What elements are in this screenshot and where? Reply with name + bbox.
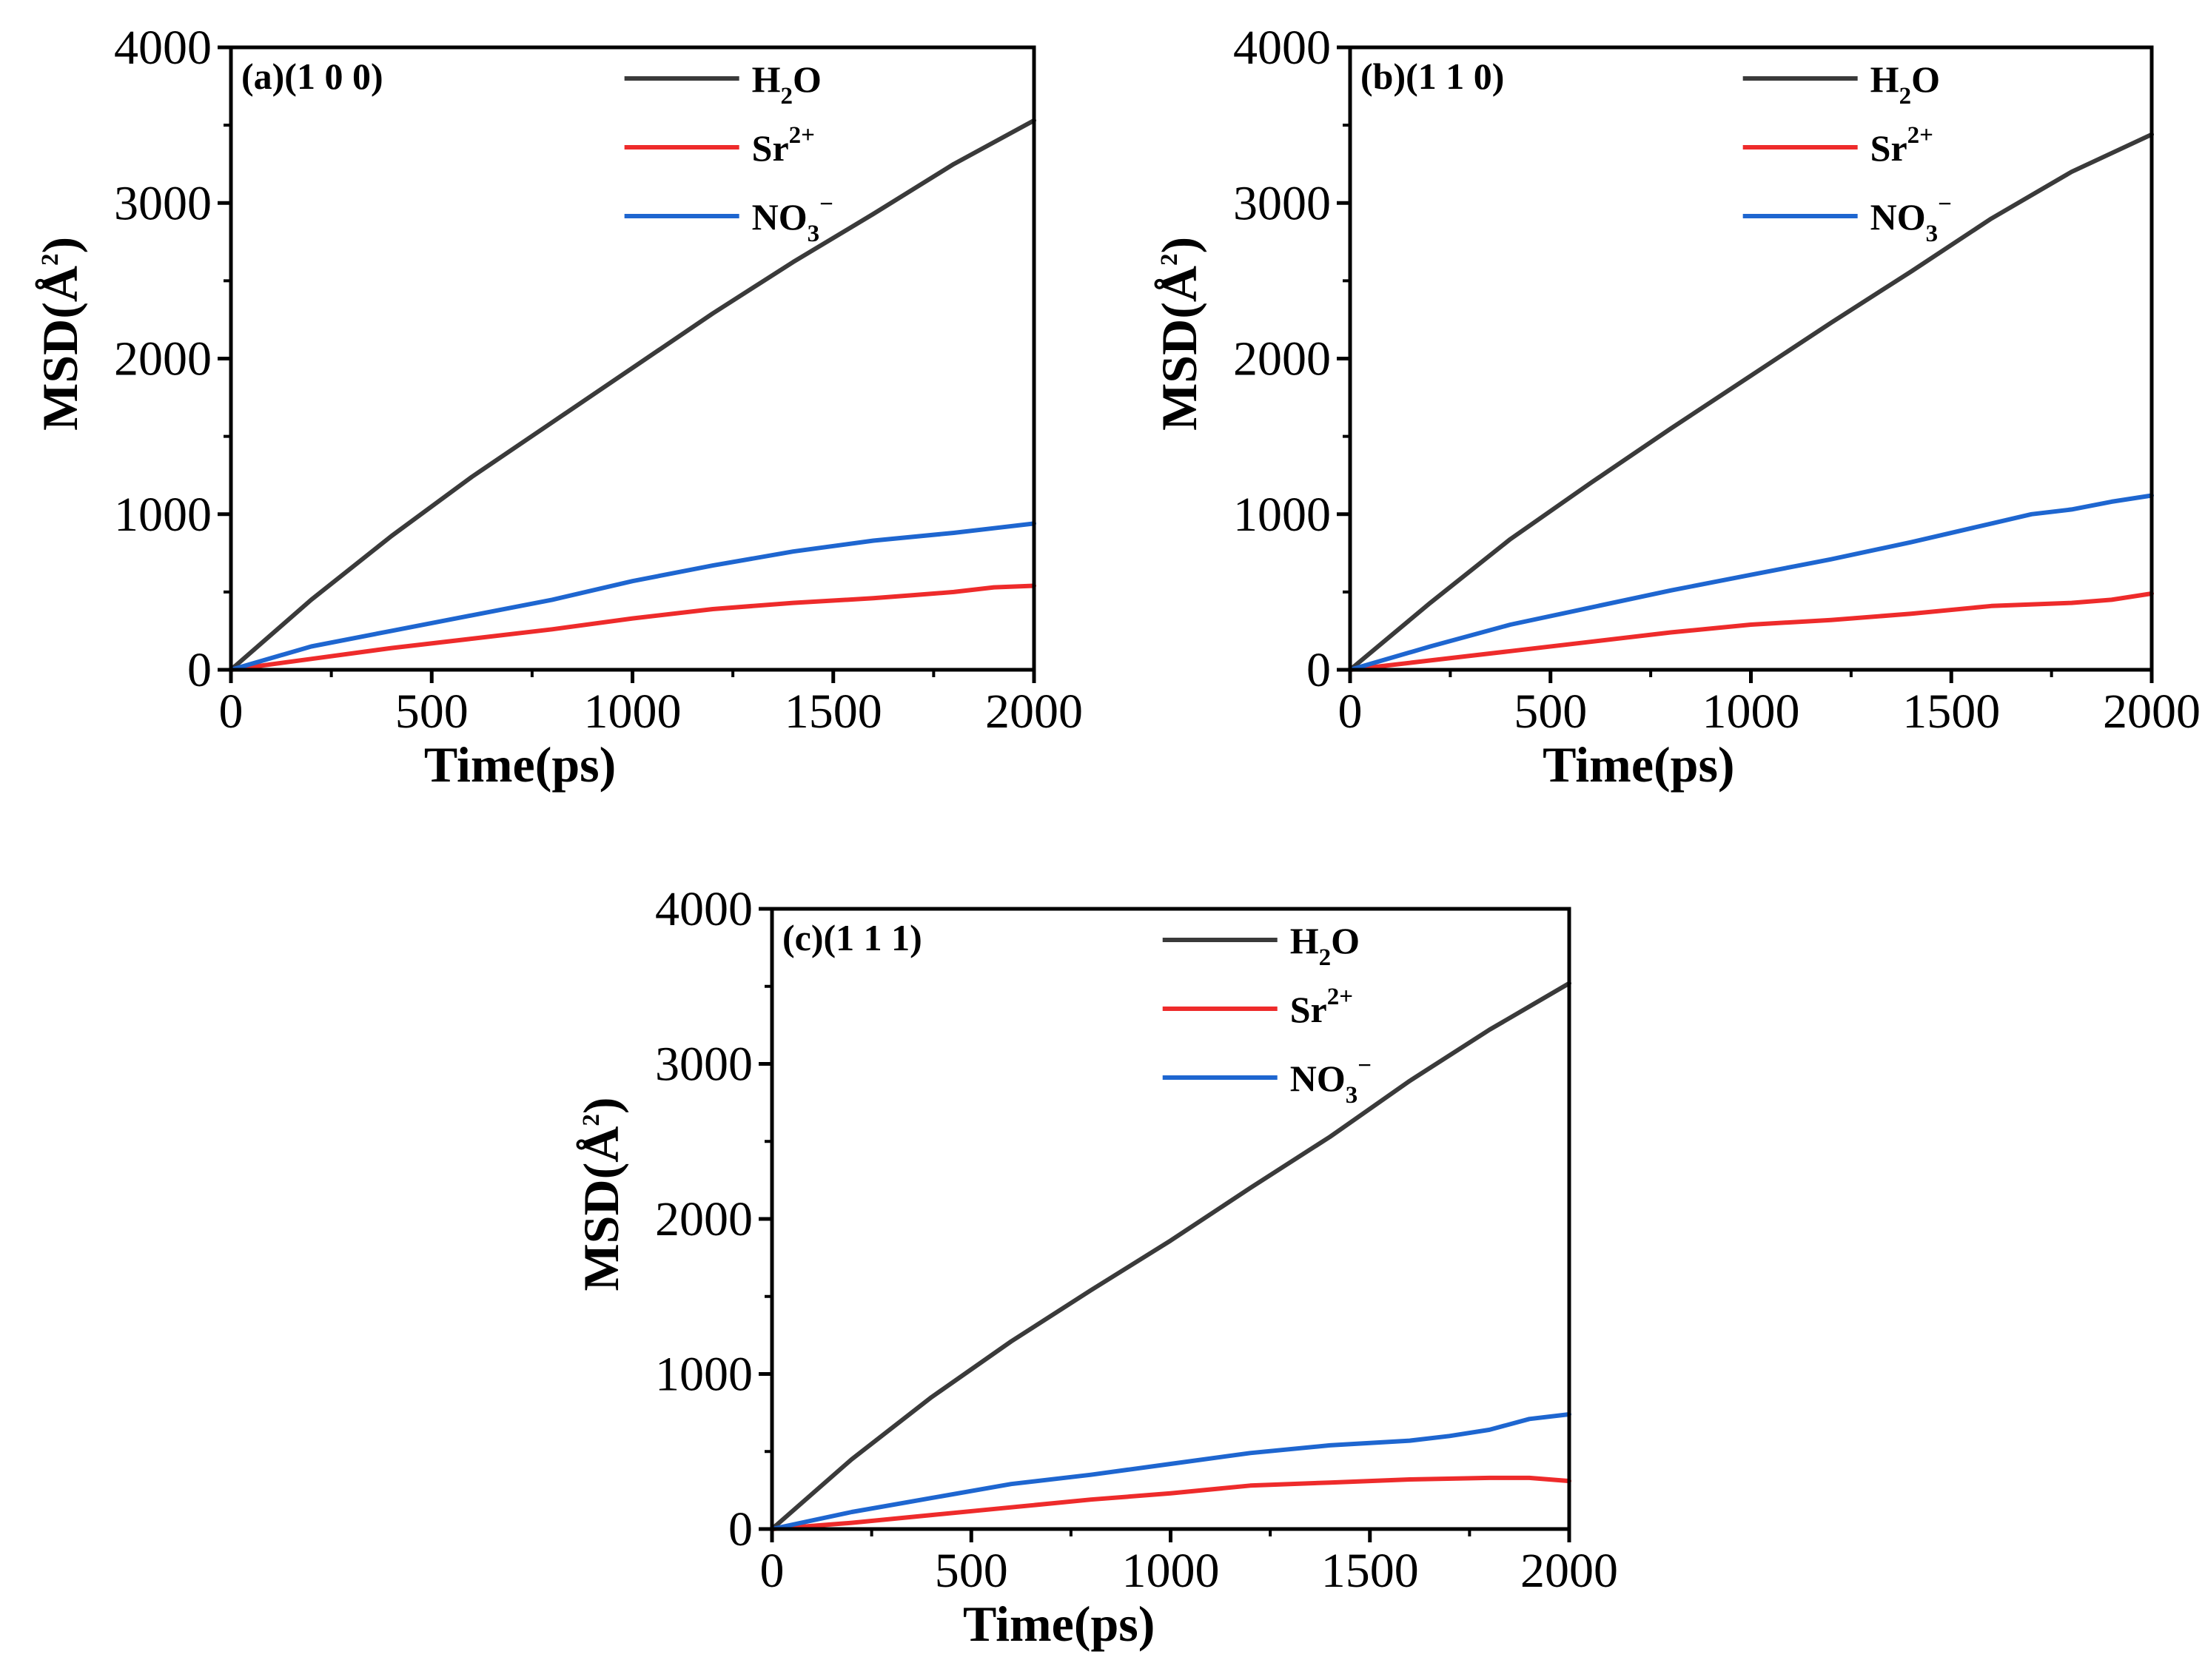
plot-frame — [229, 45, 1036, 672]
x-axis-title: Time(ps) — [963, 1596, 1155, 1652]
x-axis-title: Time(ps) — [1543, 736, 1734, 793]
series-line-sr2 — [229, 583, 1036, 672]
x-tick-label: 0 — [1338, 685, 1363, 739]
x-axis-title: Time(ps) — [424, 736, 616, 793]
x-tick-label: 1000 — [1122, 1544, 1220, 1598]
chart-panel-2: 0 500 1000 1500 2000 0 1000 2000 3000 4000 Time(ps… — [1151, 21, 2201, 793]
x-tick-label: 1500 — [1902, 685, 2000, 739]
chart-panel-1: 0 500 1000 1500 2000 0 1000 2000 3000 4000 Time(ps… — [32, 21, 1083, 793]
y-tick-label: 2000 — [1233, 332, 1331, 386]
y-tick-label: 1000 — [655, 1348, 753, 1402]
y-axis-title: MSD(Å2) — [1151, 237, 1207, 431]
y-tick-label: 1000 — [1233, 488, 1331, 542]
y-tick-label: 0 — [1306, 643, 1331, 697]
legend-label-h2o: H2O — [752, 58, 822, 110]
y-tick-label: 3000 — [1233, 176, 1331, 230]
x-tick-label: 500 — [935, 1544, 1008, 1598]
panel-label: (b)(1 1 0) — [1360, 56, 1504, 97]
panel-label: (a)(1 0 0) — [241, 56, 383, 97]
y-tick-label: 3000 — [114, 176, 212, 230]
x-tick-label: 1500 — [1321, 1544, 1419, 1598]
y-tick-label: 2000 — [655, 1192, 753, 1246]
y-axis-title: MSD(Å2) — [32, 237, 88, 431]
x-tick-label: 2000 — [1520, 1544, 1618, 1598]
panel-label: (c)(1 1 1) — [782, 917, 922, 958]
legend-label-sr2: Sr2+ — [752, 122, 815, 169]
series-line-no3 — [1348, 493, 2154, 672]
x-tick-label: 2000 — [985, 685, 1083, 739]
legend-label-no3: NO3− — [752, 191, 833, 247]
x-tick-label: 0 — [760, 1544, 785, 1598]
y-tick-label: 0 — [187, 643, 212, 697]
legend-label-sr2: Sr2+ — [1870, 122, 1933, 169]
chart-panel-3: 0 500 1000 1500 2000 0 1000 2000 3000 4000 Time(ps… — [573, 882, 1618, 1652]
y-tick-label: 4000 — [1233, 21, 1331, 75]
series-line-no3 — [229, 521, 1036, 672]
y-tick-label: 4000 — [114, 21, 212, 75]
x-tick-label: 1000 — [1702, 685, 1800, 739]
legend-label-sr2: Sr2+ — [1290, 984, 1353, 1030]
y-tick-label: 1000 — [114, 488, 212, 542]
y-tick-label: 0 — [728, 1502, 753, 1556]
x-tick-label: 1500 — [785, 685, 882, 739]
x-tick-label: 2000 — [2103, 685, 2201, 739]
series-line-h2o — [770, 981, 1571, 1531]
series-line-h2o — [229, 118, 1036, 672]
x-tick-label: 500 — [395, 685, 469, 739]
x-tick-label: 1000 — [584, 685, 682, 739]
y-axis-title: MSD(Å2) — [573, 1097, 629, 1291]
y-tick-label: 2000 — [114, 332, 212, 386]
x-tick-label: 0 — [219, 685, 244, 739]
series-line-no3 — [770, 1412, 1571, 1531]
legend-label-h2o: H2O — [1870, 58, 1940, 110]
y-tick-label: 4000 — [655, 882, 753, 936]
y-tick-label: 3000 — [655, 1038, 753, 1092]
series-line-sr2 — [770, 1475, 1571, 1531]
series-line-sr2 — [1348, 591, 2154, 672]
series-line-h2o — [1348, 132, 2154, 672]
legend-label-no3: NO3− — [1290, 1052, 1372, 1109]
legend-label-no3: NO3− — [1870, 191, 1952, 247]
x-tick-label: 500 — [1514, 685, 1587, 739]
legend-label-h2o: H2O — [1290, 920, 1360, 971]
